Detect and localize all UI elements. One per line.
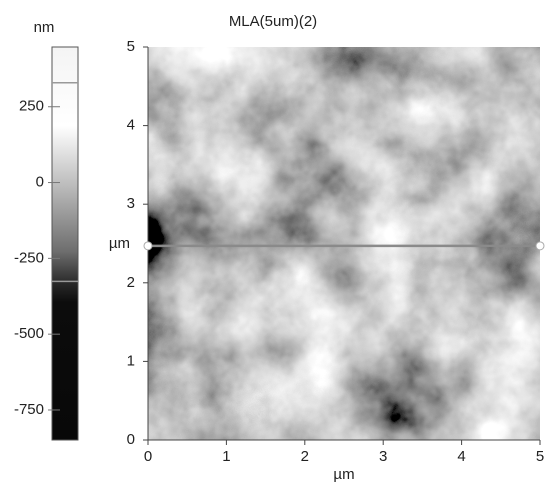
cursor-handle	[144, 242, 152, 250]
colorbar-tick-label: 250	[19, 98, 44, 115]
colorbar	[52, 47, 78, 440]
x-axis-label: µm	[333, 466, 354, 483]
x-tick-label: 5	[536, 448, 544, 465]
y-axis-label: µm	[109, 235, 130, 252]
y-tick-label: 1	[127, 352, 135, 369]
x-tick-label: 0	[144, 448, 152, 465]
y-tick-label: 2	[127, 274, 135, 291]
y-tick-label: 5	[127, 38, 135, 55]
afm-image	[148, 47, 540, 440]
y-tick-label: 3	[127, 195, 135, 212]
y-tick-label: 0	[127, 431, 135, 448]
x-tick-label: 3	[379, 448, 387, 465]
chart-title: MLA(5um)(2)	[229, 13, 317, 30]
colorbar-tick-label: -500	[14, 325, 44, 342]
chart: MLA(5um)(2) µm nm 0 1 2 3 4 5 0 1 2 3 4 5 µm 250 0 -250…	[0, 0, 546, 484]
colorbar-tick-label: 0	[36, 174, 44, 191]
colorbar-tick-label: -750	[14, 401, 44, 418]
x-tick-label: 2	[301, 448, 309, 465]
y-tick-label: 4	[127, 117, 135, 134]
colorbar-label: nm	[34, 19, 55, 36]
cursor-handle	[536, 242, 544, 250]
colorbar-tick-label: -250	[14, 249, 44, 266]
x-tick-label: 1	[222, 448, 230, 465]
x-tick-label: 4	[457, 448, 465, 465]
